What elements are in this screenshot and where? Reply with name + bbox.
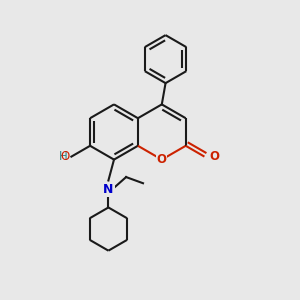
Text: O: O [61, 150, 70, 163]
Text: N: N [103, 183, 114, 196]
Text: H: H [59, 150, 68, 163]
Text: O: O [157, 153, 167, 166]
Text: O: O [210, 150, 220, 163]
